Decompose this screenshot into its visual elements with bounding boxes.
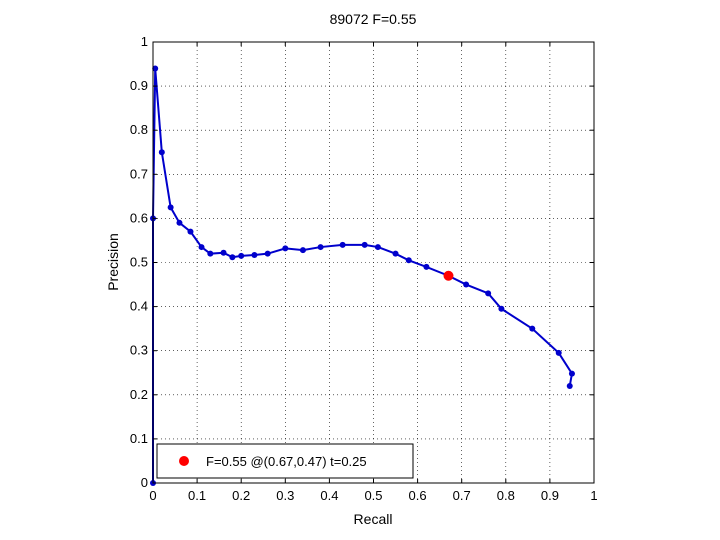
x-tick-label: 0.7 xyxy=(453,488,471,503)
x-tick-label: 0.2 xyxy=(232,488,250,503)
data-point xyxy=(167,204,174,211)
data-point xyxy=(374,244,381,251)
chart-title: 89072 F=0.55 xyxy=(330,11,417,27)
y-tick-label: 1 xyxy=(141,34,148,49)
grid xyxy=(153,42,594,483)
y-tick-label: 0.1 xyxy=(130,431,148,446)
data-point xyxy=(251,252,258,259)
x-tick-label: 0.9 xyxy=(541,488,559,503)
data-point xyxy=(566,382,573,389)
data-point xyxy=(498,305,505,312)
data-point xyxy=(238,252,245,259)
x-tick-label: 1 xyxy=(590,488,597,503)
y-tick-label: 0.5 xyxy=(130,255,148,270)
data-point xyxy=(158,149,165,156)
legend: F=0.55 @(0.67,0.47) t=0.25 xyxy=(156,443,414,479)
legend-text: F=0.55 @(0.67,0.47) t=0.25 xyxy=(206,454,367,469)
data-point xyxy=(392,250,399,257)
data-point xyxy=(282,245,289,252)
data-point xyxy=(198,244,205,251)
data-point xyxy=(361,241,368,248)
x-tick-label: 0.3 xyxy=(276,488,294,503)
y-tick-label: 0.8 xyxy=(130,122,148,137)
series xyxy=(150,65,575,486)
ticks: 0 0.1 0.2 0.3 0.4 0.5 0.6 0.7 0.8 0.9 1 0 0.1 0.2 0.3 0… xyxy=(130,34,598,503)
data-point xyxy=(220,249,227,256)
data-point xyxy=(176,219,183,226)
legend-marker xyxy=(179,456,189,466)
x-tick-label: 0.5 xyxy=(364,488,382,503)
y-tick-label: 0.4 xyxy=(130,299,148,314)
data-point xyxy=(187,228,194,235)
data-point xyxy=(423,263,430,270)
data-point xyxy=(299,247,306,254)
data-point xyxy=(529,325,536,332)
x-tick-label: 0.6 xyxy=(409,488,427,503)
x-tick-label: 0.4 xyxy=(320,488,338,503)
best-f-point xyxy=(443,270,454,281)
data-point xyxy=(463,281,470,288)
data-point xyxy=(568,370,575,377)
data-point xyxy=(207,250,214,257)
x-tick-label: 0.1 xyxy=(188,488,206,503)
y-tick-label: 0.9 xyxy=(130,78,148,93)
data-point xyxy=(152,65,159,72)
y-tick-label: 0.7 xyxy=(130,166,148,181)
y-tick-label: 0.6 xyxy=(130,210,148,225)
x-tick-label: 0 xyxy=(149,488,156,503)
series-line xyxy=(152,68,574,483)
data-point xyxy=(317,244,324,251)
y-axis-label: Precision xyxy=(105,233,121,291)
y-tick-label: 0 xyxy=(141,475,148,490)
data-point xyxy=(339,241,346,248)
y-tick-label: 0.3 xyxy=(130,343,148,358)
x-axis-label: Recall xyxy=(354,511,393,527)
data-point xyxy=(229,254,236,261)
data-point xyxy=(405,257,412,264)
data-point xyxy=(485,290,492,297)
x-tick-label: 0.8 xyxy=(497,488,515,503)
legend-box xyxy=(156,443,414,479)
y-tick-label: 0.2 xyxy=(130,387,148,402)
data-point xyxy=(555,349,562,356)
data-point xyxy=(264,250,271,257)
